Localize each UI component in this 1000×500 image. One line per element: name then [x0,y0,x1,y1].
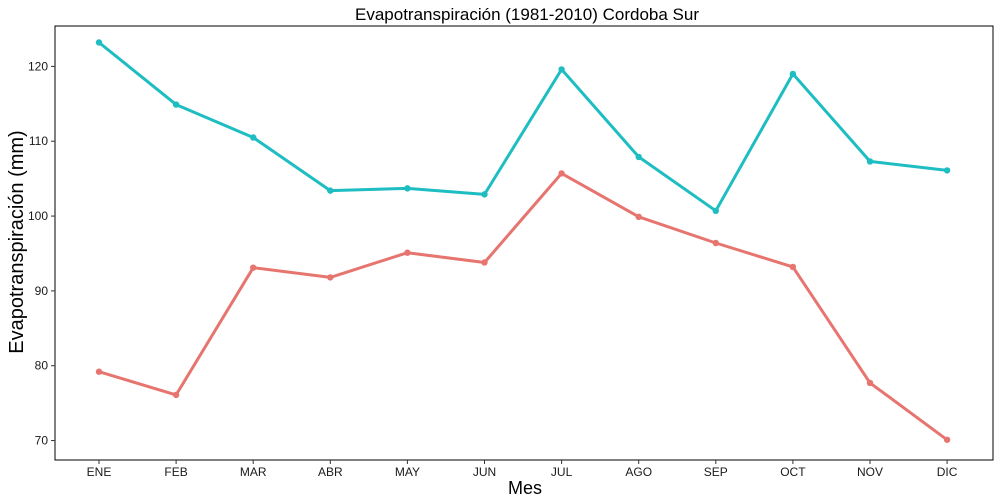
x-axis-title: Mes [508,478,542,498]
data-point [866,379,874,387]
data-point [481,259,488,266]
data-point [712,207,719,215]
data-point [866,158,874,165]
series-layer [95,39,951,443]
x-tick-label: SEP [704,465,728,479]
series-2 [95,39,951,215]
data-point [712,239,719,247]
data-point [327,274,334,281]
data-point [558,170,565,177]
x-tick-label: NOV [857,465,883,479]
y-tick-label: 120 [28,59,48,73]
y-axis-title: Evapotranspiración (mm) [6,130,28,353]
data-point [635,153,642,161]
plot-frame [54,25,994,461]
y-tick-label: 70 [35,434,49,448]
data-point [95,39,103,46]
x-tick-label: MAR [240,465,267,479]
x-tick-label: OCT [780,465,806,479]
data-point [943,167,951,174]
x-tick-label: DIC [937,465,958,479]
y-tick-label: 90 [35,284,49,298]
data-point [172,101,180,108]
data-point [172,391,180,399]
data-point [327,187,334,194]
data-point [95,368,103,375]
data-point [635,213,642,221]
y-tick-label: 100 [28,209,48,223]
y-axis: 70 80 90 100 110 120 [28,59,55,448]
data-point [404,249,411,256]
data-point [404,185,411,192]
data-point [789,263,797,271]
data-point [943,436,951,443]
x-tick-label: AGO [625,465,652,479]
chart-title: Evapotranspiración (1981-2010) Cordoba S… [355,5,699,24]
y-tick-label: 110 [29,134,48,148]
data-point [250,264,257,271]
x-tick-label: ENE [87,465,112,479]
x-axis: ENE FEB MAR ABR MAY JUN JUL AGO SEP OCT NOV DIC [87,460,958,479]
plot-border [54,25,994,461]
series-1 [95,170,951,443]
x-tick-label: JUL [551,465,573,479]
x-tick-label: MAY [395,465,420,479]
data-point [250,134,257,141]
series-line [97,41,949,213]
data-point [558,66,565,73]
x-tick-label: JUN [473,465,496,479]
x-tick-label: FEB [164,465,187,479]
x-tick-label: ABR [318,465,343,479]
data-point [789,70,797,78]
y-tick-label: 80 [35,359,49,373]
series-line [97,171,949,442]
data-point [481,191,488,198]
